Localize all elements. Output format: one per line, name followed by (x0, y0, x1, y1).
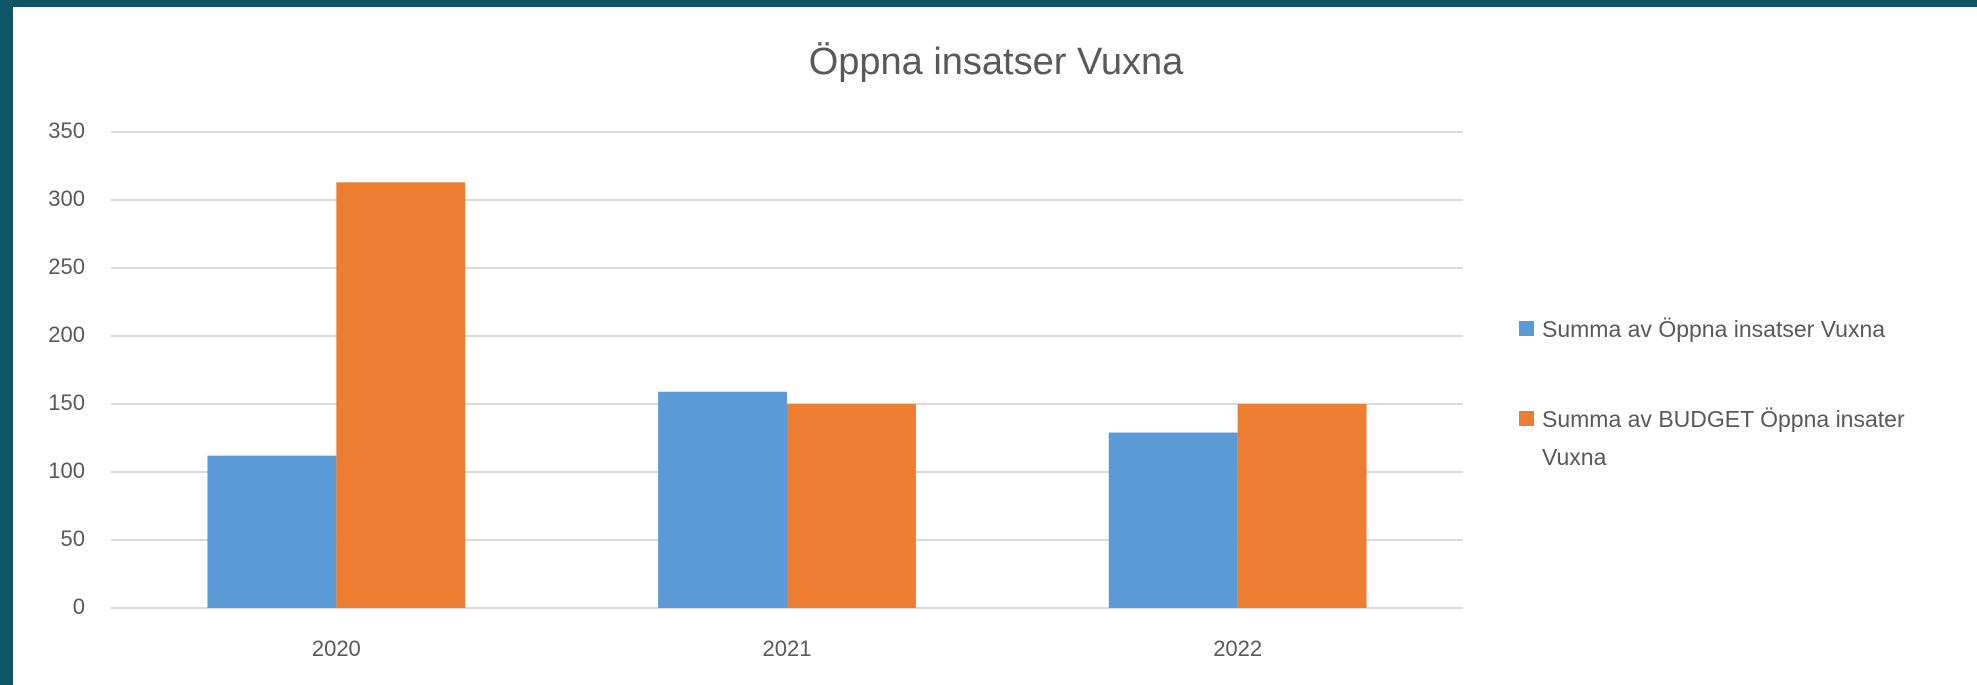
legend-item: Summa av BUDGET Öppna insater Vuxna (1519, 400, 1927, 476)
legend-label: Summa av Öppna insatser Vuxna (1542, 316, 1886, 342)
bar (1108, 432, 1238, 608)
legend-label: Summa av BUDGET Öppna insater Vuxna (1542, 406, 1905, 470)
y-tick-label: 350 (48, 118, 85, 143)
bar (207, 455, 337, 608)
y-tick-label: 200 (48, 322, 85, 347)
legend-swatch (1519, 411, 1534, 426)
y-tick-label: 150 (48, 390, 85, 415)
x-tick-label: 2022 (1213, 636, 1262, 661)
legend-item: Summa av Öppna insatser Vuxna (1519, 310, 1927, 348)
x-tick-label: 2020 (312, 636, 361, 661)
bar (1237, 404, 1367, 608)
y-tick-label: 50 (61, 526, 85, 551)
y-tick-label: 100 (48, 458, 85, 483)
bar (336, 182, 466, 608)
y-tick-label: 300 (48, 186, 85, 211)
bar (658, 391, 787, 608)
y-tick-label: 0 (73, 594, 85, 619)
chart-title: Öppna insatser Vuxna (809, 41, 1184, 83)
bar (787, 404, 916, 608)
x-tick-label: 2021 (763, 636, 812, 661)
legend-swatch (1519, 321, 1534, 336)
y-tick-label: 250 (48, 254, 85, 279)
